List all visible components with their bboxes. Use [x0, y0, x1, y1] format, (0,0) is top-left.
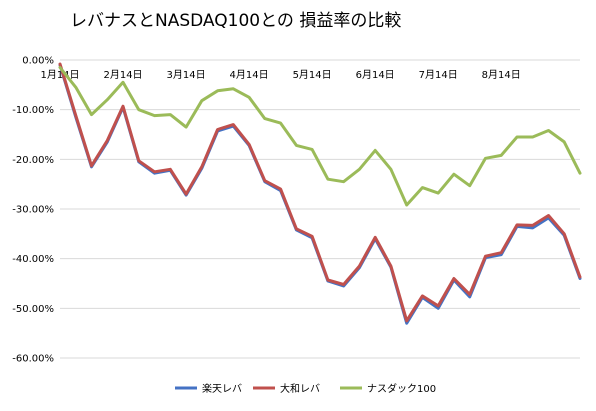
x-tick-label: 7月14日 [419, 69, 458, 81]
x-tick-label: 5月14日 [293, 69, 332, 81]
chart-title: レバナスとNASDAQ100との 損益率の比較 [70, 11, 402, 31]
y-tick-label: -40.00% [12, 254, 54, 265]
x-tick-label: 8月14日 [482, 69, 521, 81]
x-tick-label: 6月14日 [356, 69, 395, 81]
y-tick-label: -50.00% [12, 304, 54, 315]
x-tick-label: 3月14日 [167, 69, 206, 81]
x-tick-label: 2月14日 [103, 69, 142, 81]
y-tick-label: -20.00% [12, 155, 54, 166]
y-tick-label: -30.00% [12, 205, 54, 216]
legend-label: 楽天レバ [202, 382, 242, 395]
x-tick-label: 1月14日 [40, 69, 79, 81]
series-line-3 [58, 66, 582, 207]
x-tick-label: 4月14日 [230, 69, 269, 81]
y-tick-label: -10.00% [12, 105, 54, 116]
y-tick-label: 0.00% [22, 56, 54, 67]
legend-label: 大和レバ [280, 382, 320, 395]
series-line-1 [58, 63, 582, 325]
legend-label: ナスダック100 [367, 382, 436, 395]
y-tick-label: -60.00% [12, 354, 54, 365]
series-line-2 [58, 62, 582, 323]
